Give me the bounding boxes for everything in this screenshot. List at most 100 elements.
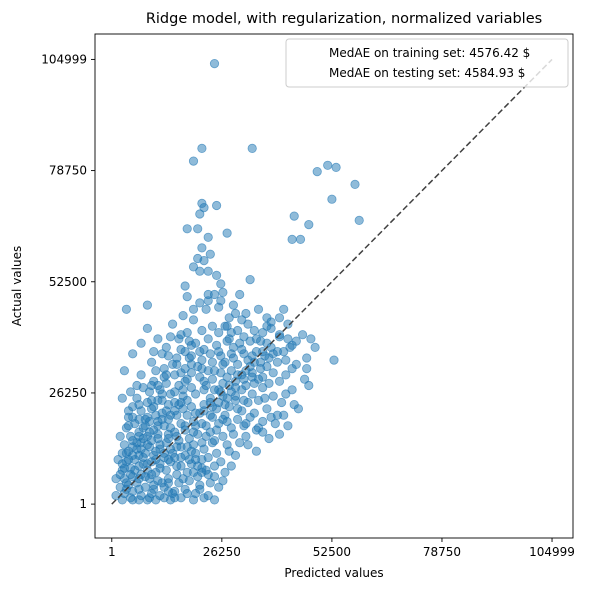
data-point — [123, 406, 134, 416]
data-point — [197, 243, 207, 253]
data-point — [151, 366, 161, 376]
data-point — [188, 467, 199, 477]
data-point — [331, 162, 341, 172]
x-tick-label: 1 — [108, 545, 116, 559]
legend: MedAE on training set: 4576.42 $ MedAE o… — [285, 38, 569, 88]
data-point — [193, 224, 203, 234]
data-point — [287, 340, 297, 350]
data-point — [272, 346, 282, 357]
data-point — [159, 452, 169, 463]
y-axis-label: Actual values — [10, 246, 24, 326]
data-point — [276, 397, 287, 408]
data-point — [274, 313, 285, 323]
data-point — [281, 370, 291, 380]
data-point — [258, 427, 268, 437]
data-point — [186, 359, 196, 369]
data-point — [142, 459, 152, 469]
data-point — [228, 342, 238, 352]
y-tick-label: 78750 — [49, 164, 87, 178]
data-point — [212, 200, 222, 211]
data-point — [241, 366, 251, 376]
data-point — [121, 304, 132, 314]
data-point — [134, 474, 144, 484]
data-point — [178, 385, 188, 395]
data-point — [233, 414, 243, 424]
data-point — [255, 363, 266, 374]
data-point — [119, 440, 130, 450]
data-point — [199, 444, 209, 454]
data-point — [176, 368, 186, 378]
data-point — [191, 338, 201, 348]
data-point — [222, 321, 232, 331]
data-point — [134, 484, 144, 494]
data-point — [195, 346, 205, 357]
data-point — [161, 342, 171, 352]
data-point — [168, 448, 178, 458]
data-point — [274, 376, 285, 386]
data-point — [184, 433, 194, 444]
data-point — [142, 300, 152, 310]
data-point — [182, 410, 192, 420]
data-point — [157, 389, 167, 399]
data-point — [123, 421, 134, 431]
data-point — [153, 380, 163, 391]
data-point — [176, 452, 186, 463]
data-point — [222, 416, 232, 427]
data-point — [241, 308, 251, 319]
data-point — [218, 287, 228, 297]
data-point — [180, 346, 190, 357]
data-point — [182, 442, 192, 452]
data-point — [136, 444, 146, 454]
data-point — [199, 255, 209, 266]
data-point — [188, 262, 199, 272]
y-tick-label: 104999 — [41, 52, 87, 66]
y-axis-ticks: 1 26250 52500 78750 104999 — [41, 52, 95, 511]
data-point — [258, 416, 268, 427]
data-point — [207, 357, 217, 367]
data-point — [222, 372, 232, 382]
data-point — [207, 374, 217, 384]
y-tick-label: 52500 — [49, 275, 87, 289]
data-point — [258, 327, 268, 338]
data-point — [180, 421, 190, 431]
data-point — [153, 429, 163, 439]
data-point — [153, 334, 163, 344]
data-point — [195, 209, 205, 219]
data-point — [159, 493, 169, 503]
data-point — [224, 446, 234, 456]
data-point — [260, 393, 270, 403]
data-point — [188, 156, 199, 166]
data-point — [241, 418, 251, 429]
data-point — [274, 429, 285, 439]
data-point — [147, 435, 157, 446]
data-point — [268, 391, 278, 401]
data-point — [279, 410, 289, 420]
data-point — [163, 351, 173, 361]
data-point — [216, 351, 226, 361]
data-point — [230, 391, 241, 401]
data-point — [289, 211, 299, 221]
data-point — [205, 349, 215, 359]
reference-line — [111, 58, 553, 505]
x-axis-label: Predicted values — [284, 566, 383, 580]
data-point — [174, 399, 184, 410]
data-point — [126, 469, 136, 480]
data-point — [180, 376, 190, 386]
data-point — [354, 215, 364, 225]
data-point — [233, 370, 243, 380]
data-point — [195, 266, 205, 276]
data-point — [197, 363, 207, 374]
data-point — [237, 315, 247, 325]
data-point — [287, 234, 297, 244]
data-point — [117, 495, 127, 505]
data-point — [203, 490, 213, 501]
data-point — [128, 412, 138, 422]
data-point — [247, 143, 257, 153]
data-point — [186, 382, 196, 393]
data-point — [233, 325, 243, 336]
data-point — [212, 425, 222, 435]
data-point — [149, 346, 159, 357]
data-point — [283, 319, 293, 329]
data-point — [243, 440, 253, 450]
data-point — [136, 338, 146, 348]
